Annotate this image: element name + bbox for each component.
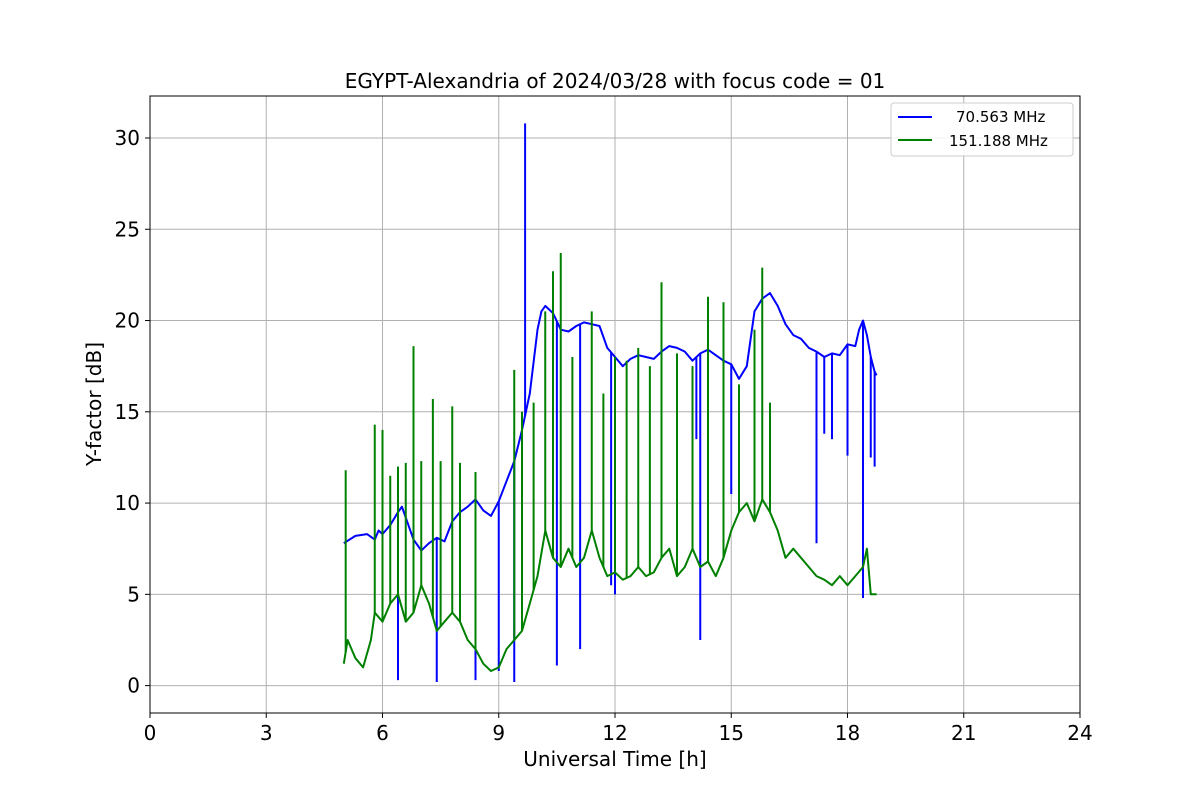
y-axis-label: Y-factor [dB]	[82, 342, 106, 467]
x-tick-label: 9	[492, 721, 505, 745]
y-tick-label: 5	[127, 582, 140, 606]
x-tick-label: 3	[260, 721, 273, 745]
legend: 70.563 MHz 151.188 MHz	[890, 102, 1074, 157]
series-1	[343, 123, 878, 682]
x-tick-label: 18	[835, 721, 860, 745]
chart-title: EGYPT-Alexandria of 2024/03/28 with focu…	[345, 69, 886, 93]
y-tick-label: 10	[115, 491, 140, 515]
x-tick-label: 24	[1067, 721, 1092, 745]
x-tick-label: 0	[144, 721, 157, 745]
y-axis-ticks: 0 5 10 15 20 25 30	[115, 126, 150, 698]
x-tick-label: 15	[719, 721, 744, 745]
series-line	[343, 292, 878, 552]
y-tick-label: 30	[115, 126, 140, 150]
x-axis-label: Universal Time [h]	[523, 747, 706, 771]
y-tick-label: 25	[115, 217, 140, 241]
series-2	[342, 252, 877, 672]
y-tick-label: 15	[115, 400, 140, 424]
x-axis-ticks: 0 3 6 9 12 15 18 21 24	[144, 713, 1093, 745]
series-line	[342, 498, 877, 672]
x-tick-label: 6	[376, 721, 389, 745]
y-tick-label: 0	[127, 674, 140, 698]
series-layer	[342, 123, 878, 682]
legend-box	[890, 102, 1074, 157]
x-tick-label: 21	[951, 721, 976, 745]
legend-label-series-2: 151.188 MHz	[949, 132, 1048, 150]
y-tick-label: 20	[115, 309, 140, 333]
legend-label-series-1: 70.563 MHz	[956, 108, 1045, 126]
x-tick-label: 12	[602, 721, 627, 745]
